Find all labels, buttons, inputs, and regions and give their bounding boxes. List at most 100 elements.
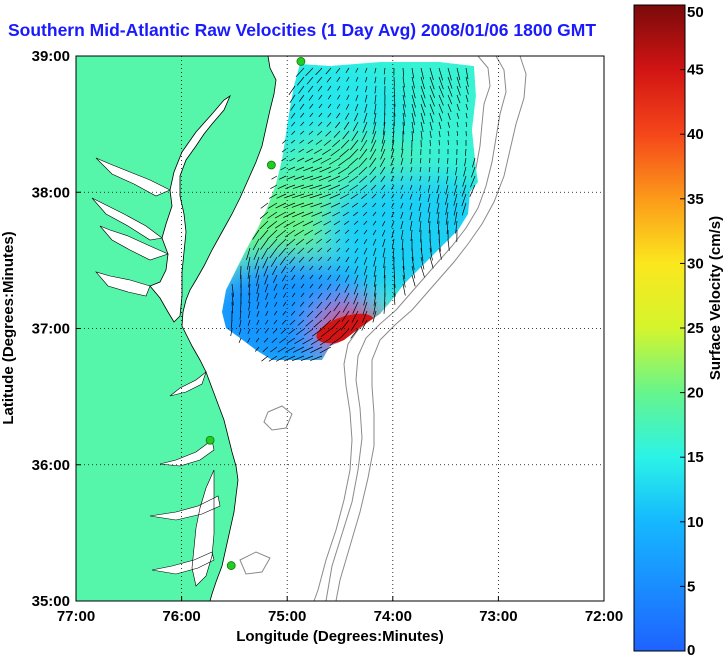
velocity-vector [344,283,350,293]
velocity-vector [429,121,433,131]
velocity-vector [380,139,386,152]
velocity-vector [304,157,314,163]
velocity-vector [383,301,386,314]
velocity-vector [325,292,332,301]
velocity-vector [372,238,377,246]
velocity-vector [429,76,435,90]
velocity-vector [309,265,314,271]
velocity-vector [373,274,377,288]
velocity-vector [327,265,332,271]
velocity-vector [362,211,368,216]
velocity-vector [420,247,424,261]
velocity-vector [298,85,305,94]
velocity-vector [420,76,425,90]
velocity-vector [428,166,431,173]
velocity-vector [321,319,332,329]
velocity-vector [342,130,350,140]
velocity-vector [270,256,278,267]
velocity-vector [285,346,296,353]
velocity-vector [308,130,314,135]
velocity-vector [401,139,404,151]
velocity-vector [252,229,260,240]
velocity-vector [383,256,386,269]
velocity-vector [294,175,305,180]
velocity-vector [348,175,359,183]
velocity-vector [456,67,461,81]
velocity-vector [336,103,341,109]
velocity-vector [373,301,377,315]
velocity-vector [382,238,386,248]
velocity-vector [335,121,341,129]
velocity-vector [437,175,440,183]
velocity-vector [344,112,350,120]
velocity-vector [318,94,323,100]
velocity-vector [351,310,359,323]
velocity-vector [429,94,435,107]
velocity-vector [290,265,296,273]
velocity-vector [445,175,449,185]
velocity-vector [327,94,332,100]
velocity-vector [343,220,350,225]
velocity-vector [428,175,431,182]
velocity-vector [337,166,350,175]
velocity-vector [289,256,296,264]
bathymetry-contour-2 [325,56,507,601]
y-tick-label: 37:00 [32,321,70,338]
velocity-vector [381,202,386,208]
velocity-vector [309,184,323,190]
velocity-vector [419,166,422,172]
velocity-vector [390,148,395,159]
velocity-vector [372,220,377,226]
velocity-vector [300,292,305,298]
velocity-vector [240,265,242,280]
velocity-vector [309,103,314,109]
velocity-vector [291,301,296,307]
velocity-vector [295,67,305,78]
velocity-vector [318,103,323,109]
velocity-vector [438,94,444,106]
velocity-vector [343,121,350,130]
velocity-vector [278,247,287,257]
velocity-vector [350,193,359,200]
velocity-vector [437,211,440,225]
velocity-vector [345,67,350,73]
velocity-vector [411,265,416,279]
velocity-vector [335,283,341,292]
velocity-vector [428,220,431,234]
velocity-vector [282,283,287,290]
velocity-vector [306,310,314,318]
velocity-vector [354,274,359,285]
x-tick-label: 76:00 [162,608,200,625]
velocity-vector [382,211,386,217]
velocity-vector [358,166,368,176]
velocity-vector [287,166,296,171]
velocity-vector [252,238,260,251]
velocity-vector [282,139,287,144]
colorbar-tick-label: 30 [687,255,704,272]
velocity-vector [453,202,458,216]
velocity-vector [289,319,296,326]
velocity-vector [373,112,377,125]
velocity-vector [320,328,332,338]
velocity-vector [334,229,341,234]
velocity-vector [390,157,395,167]
velocity-vector [307,85,314,93]
velocity-vector [438,121,442,130]
coastline-river-5 [169,371,207,397]
velocity-vector [325,67,332,75]
velocity-vector [275,220,287,229]
velocity-vector [320,157,332,164]
velocity-vector [324,229,332,235]
velocity-vector [365,76,368,83]
velocity-vector [323,310,332,320]
velocity-vector [419,175,422,182]
colorbar-tick-label: 25 [687,320,704,337]
velocity-vector [283,202,296,209]
velocity-vector [445,202,449,215]
velocity-vector [301,211,314,218]
velocity-vector [334,292,341,302]
velocity-vector [382,121,386,135]
velocity-vector [275,202,287,209]
velocity-vector [316,76,323,84]
velocity-vector [256,283,260,294]
